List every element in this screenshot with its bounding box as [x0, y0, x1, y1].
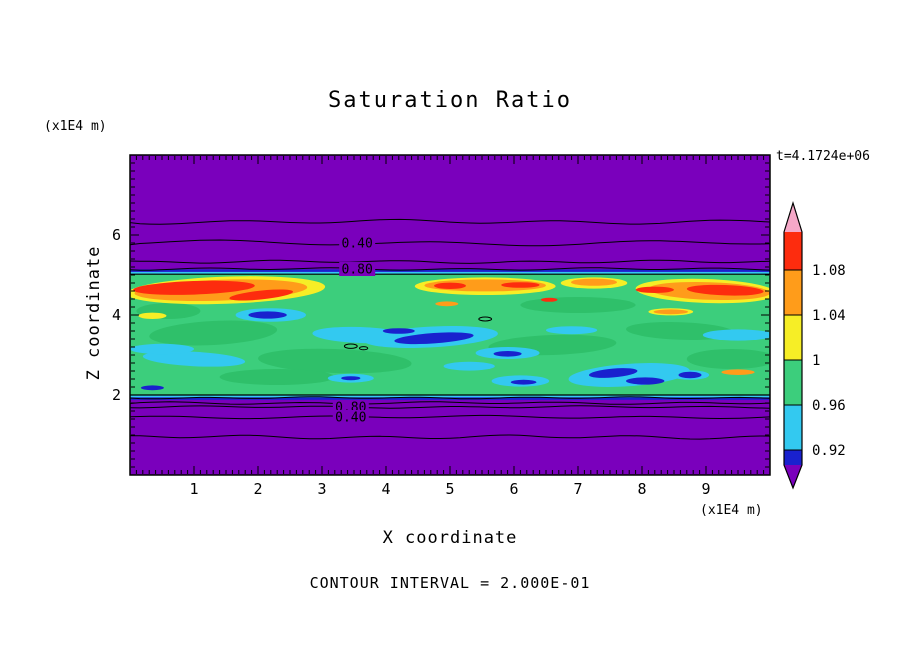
z-tick-label: 2 [112, 386, 121, 404]
chart-title: Saturation Ratio [328, 88, 572, 113]
time-annotation: t=4.1724e+06 [776, 149, 870, 164]
contour-line [129, 218, 771, 225]
contour-blob-orange [721, 369, 755, 376]
contour-line [129, 414, 771, 420]
plot-frame [129, 154, 771, 476]
contour-blob-red [434, 282, 466, 289]
band-edge-stripe-blue-top [130, 269, 770, 272]
contour-blob-blue [510, 379, 537, 385]
z-axis-unit-label: (x1E4 m) [44, 119, 107, 134]
contour-loop [478, 316, 493, 322]
contour-blob-red [686, 284, 764, 296]
contour-blob-red [540, 297, 558, 302]
colorbar-segment-blue [784, 450, 802, 465]
contour-blob-blue [493, 351, 522, 357]
x-tick-label: 8 [637, 480, 646, 498]
contour-blob-green_dark [149, 320, 278, 346]
x-axis-title: X coordinate [382, 528, 518, 548]
contour-loop [358, 346, 369, 351]
colorbar-segment-green [784, 360, 802, 405]
contour-blob-red [229, 289, 294, 301]
contour-line [129, 396, 771, 400]
colorbar: 1.08 1.04 1 0.96 0.92 [783, 200, 846, 490]
contour-label-backing [332, 410, 369, 424]
contour-blob-blue [678, 371, 702, 379]
x-tick-label: 3 [317, 480, 326, 498]
x-tick-label: 9 [701, 480, 710, 498]
contour-label: 0.80 [342, 263, 373, 278]
contour-blob-cyan [142, 351, 246, 367]
contour-blob-blue [382, 328, 415, 334]
band-edge-stripe-cyan-bottom [130, 395, 770, 398]
blob-layer [130, 276, 770, 391]
colorbar-segment-red [784, 232, 802, 270]
colorbar-segment-yellow [784, 315, 802, 360]
contour-blob-red [501, 282, 540, 288]
colorbar-outline [783, 200, 803, 490]
contour-blob-green_dark [219, 369, 335, 385]
contour-blob-green_dark [258, 348, 412, 374]
contour-blob-blue [248, 311, 287, 319]
x-tick-label: 2 [253, 480, 262, 498]
contour-loop [343, 343, 358, 349]
contour-blob-red [133, 280, 255, 295]
contour-line [129, 405, 771, 409]
x-tick-label: 5 [445, 480, 454, 498]
contour-label: 0.40 [335, 411, 366, 426]
colorbar-segment-orange [784, 270, 802, 315]
z-tick-label: 4 [112, 306, 121, 324]
contour-blob-blue [394, 332, 474, 345]
contour-blob-cyan [130, 343, 194, 355]
colorbar-label: 1.08 [812, 263, 846, 279]
contour-line [130, 434, 771, 440]
colorbar-label: 1 [812, 353, 820, 369]
contour-blob-blue [341, 376, 361, 381]
contour-blob-cyan [443, 361, 495, 371]
contour-label-backing [339, 262, 376, 276]
colorbar-label: 1.04 [812, 308, 846, 324]
z-tick-label: 6 [112, 226, 121, 244]
colorbar-tip-bottom [784, 465, 802, 488]
contour-label: 0.40 [342, 237, 373, 252]
contour-blob-orange [653, 309, 689, 315]
x-tick-label: 1 [189, 480, 198, 498]
contour-blob-cyan [702, 329, 770, 341]
contour-line [129, 267, 771, 271]
contour-blob-blue [588, 368, 638, 378]
contour-label-backing [339, 236, 376, 250]
contour-interval-note: CONTOUR INTERVAL = 2.000E-01 [309, 574, 591, 592]
x-tick-label: 6 [509, 480, 518, 498]
contour-blob-yellow [138, 312, 167, 319]
x-tick-label: 7 [573, 480, 582, 498]
contour-blob-orange [570, 278, 618, 286]
contour-line [129, 401, 771, 405]
band-edge-stripe-cyan-top [130, 271, 770, 275]
colorbar-label: 0.92 [812, 443, 846, 459]
contour-line [129, 259, 771, 264]
contour-blob-red [635, 286, 674, 293]
contour-blob-green_dark [520, 297, 636, 313]
contour-blob-green_dark [686, 349, 770, 369]
contour-blob-cyan [546, 326, 598, 335]
colorbar-tip-top [784, 203, 802, 232]
contour-blob-blue [626, 377, 665, 385]
contour-line [129, 239, 771, 247]
x-tick-label: 4 [381, 480, 390, 498]
colorbar-segment-cyan [784, 405, 802, 450]
contour-blob-orange [435, 301, 459, 307]
colorbar-label: 0.96 [812, 398, 846, 414]
contour-blob-blue [140, 385, 164, 391]
x-axis-unit-label: (x1E4 m) [700, 503, 763, 518]
